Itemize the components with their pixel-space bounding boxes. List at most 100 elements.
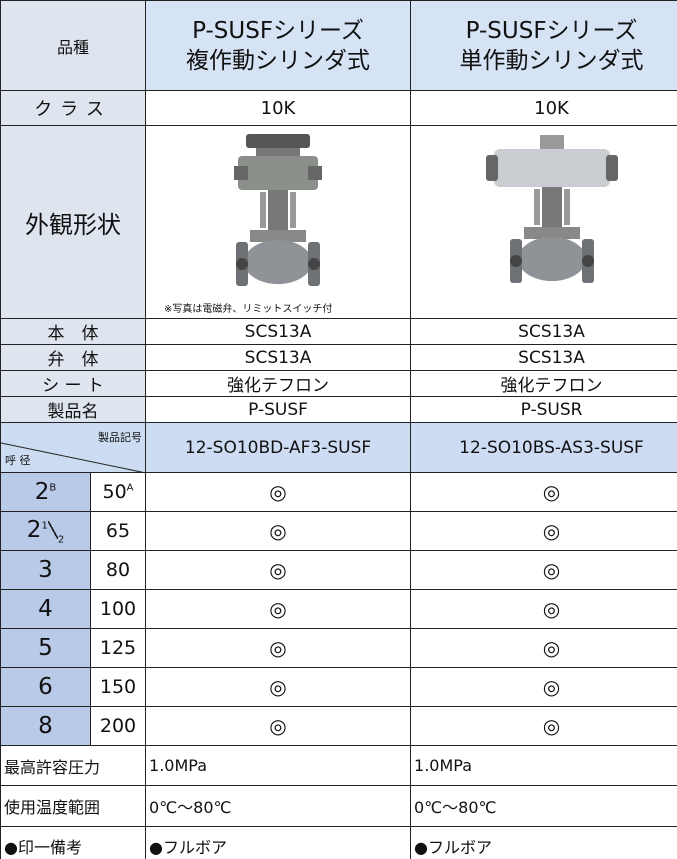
photo-shape [308, 257, 321, 270]
table-cell: ◎ [410, 511, 677, 551]
table-cell: ●印一備考 [0, 825, 147, 859]
table-cell: P-SUSR [410, 396, 677, 423]
table-cell: 製品名 [0, 396, 147, 423]
table-cell [410, 125, 677, 319]
photo-shape [541, 187, 562, 227]
table-cell: 2B [0, 472, 91, 512]
table-cell: ◎ [145, 667, 412, 707]
table-cell: SCS13A [145, 318, 412, 345]
size-inch: 2 [26, 516, 42, 543]
table-cell: 本 体 [0, 318, 147, 345]
photo-shape [250, 229, 307, 242]
table-cell: 125 [89, 628, 147, 668]
table-cell: 200 [89, 706, 147, 746]
table-cell: ●フルボア [410, 825, 677, 859]
product-series: P-SUSFシリーズ [192, 17, 364, 44]
table-cell: P-SUSF [145, 396, 412, 423]
table-row: 本 体 SCS13A SCS13A [0, 318, 677, 345]
photo-shape [581, 255, 594, 267]
table-cell: ◎ [145, 706, 412, 746]
table-row: 4 100 ◎ ◎ [0, 589, 677, 629]
table-cell: 0℃～80℃ [145, 785, 412, 827]
fraction-slash [47, 521, 58, 540]
size-mm: 125 [99, 637, 137, 659]
product-series: P-SUSFシリーズ [465, 17, 638, 44]
table-cell: P-SUSFシリーズ 複作動シリンダ式 [145, 0, 412, 91]
table-cell: 80 [89, 550, 147, 590]
table-cell: 最高許容圧力 [0, 744, 147, 787]
photo-shape [523, 227, 580, 239]
table-row: 8 200 ◎ ◎ [0, 706, 677, 746]
table-row: 2B 50A ◎ ◎ [0, 472, 677, 512]
table-cell: 212 [0, 511, 91, 551]
table-row: 外観形状 ※写真は電磁弁、リミットスイッチ付 [0, 125, 677, 319]
table-cell: P-SUSFシリーズ 単作動シリンダ式 [410, 0, 677, 91]
table-cell: 50A [89, 472, 147, 512]
photo-shape [605, 155, 618, 181]
photo-shape [493, 149, 610, 187]
table-cell: ◎ [145, 550, 412, 590]
photo-shape [236, 257, 249, 270]
photo-caption: ※写真は電磁弁、リミットスイッチ付 [164, 303, 333, 315]
table-cell: 6 [0, 667, 91, 707]
table-row: ●印一備考 ●フルボア ●フルボア [0, 825, 677, 859]
table-cell: ◎ [145, 511, 412, 551]
photo-shape [244, 239, 313, 284]
size-mm: 100 [99, 598, 137, 620]
table-cell: ◎ [410, 589, 677, 629]
table-cell: 外観形状 [0, 125, 147, 319]
product-photo [412, 127, 677, 317]
product-actuation: 複作動シリンダ式 [186, 47, 371, 74]
photo-shape [290, 191, 297, 228]
fraction-denominator: 2 [57, 534, 65, 546]
photo-shape [563, 189, 570, 225]
table-cell: 10K [145, 90, 412, 126]
size-inch: 5 [38, 635, 53, 661]
table-cell: 3 [0, 550, 91, 590]
table-cell: SCS13A [145, 344, 412, 371]
table-row: 最高許容圧力 1.0MPa 1.0MPa [0, 744, 677, 787]
table-cell: ◎ [410, 628, 677, 668]
table-row: 製品名 P-SUSF P-SUSR [0, 396, 677, 423]
table-cell: ◎ [145, 628, 412, 668]
table-cell: ◎ [410, 472, 677, 512]
size-inch: 4 [38, 596, 53, 622]
table-row: 212 65 ◎ ◎ [0, 511, 677, 551]
inch-unit: B [49, 482, 57, 494]
photo-shape [509, 255, 522, 267]
photo-shape [485, 155, 498, 181]
table-cell: ●フルボア [145, 825, 412, 859]
table-cell: 製品記号呼 径 [0, 422, 147, 473]
code-label: 製品記号 [98, 431, 143, 444]
photo-shape [485, 135, 618, 283]
table-cell: ◎ [145, 589, 412, 629]
table-row: 品種 P-SUSFシリーズ 複作動シリンダ式 P-SUSFシリーズ 単作動シリンダ式 [0, 0, 677, 91]
table-row: 製品記号呼 径 12-SO10BD-AF3-SUSF 12-SO10BS-AS3-S… [0, 422, 677, 473]
table-cell: 100 [89, 589, 147, 629]
table-cell: 5 [0, 628, 91, 668]
photo-shape [234, 165, 249, 180]
photo-shape [539, 135, 564, 149]
size-mm: 200 [99, 715, 137, 737]
table-cell: 弁 体 [0, 344, 147, 371]
size-inch: 6 [38, 674, 53, 700]
table-row: 3 80 ◎ ◎ [0, 550, 677, 590]
table-cell: ◎ [410, 706, 677, 746]
table-cell: ※写真は電磁弁、リミットスイッチ付 [145, 125, 412, 319]
table-cell: SCS13A [410, 318, 677, 345]
table-cell: 品種 [0, 0, 147, 91]
table-cell: ◎ [410, 667, 677, 707]
table-cell: ◎ [145, 472, 412, 512]
table-row: 5 125 ◎ ◎ [0, 628, 677, 668]
table-cell: 使用温度範囲 [0, 785, 147, 827]
size-label: 呼 径 [5, 454, 31, 467]
table-row: クラス 10K 10K [0, 90, 677, 126]
photo-shape [234, 133, 323, 286]
size-inch: 3 [38, 557, 53, 583]
size-mm: 150 [99, 676, 137, 698]
size-mm: 80 [105, 559, 131, 581]
photo-shape [308, 165, 323, 180]
